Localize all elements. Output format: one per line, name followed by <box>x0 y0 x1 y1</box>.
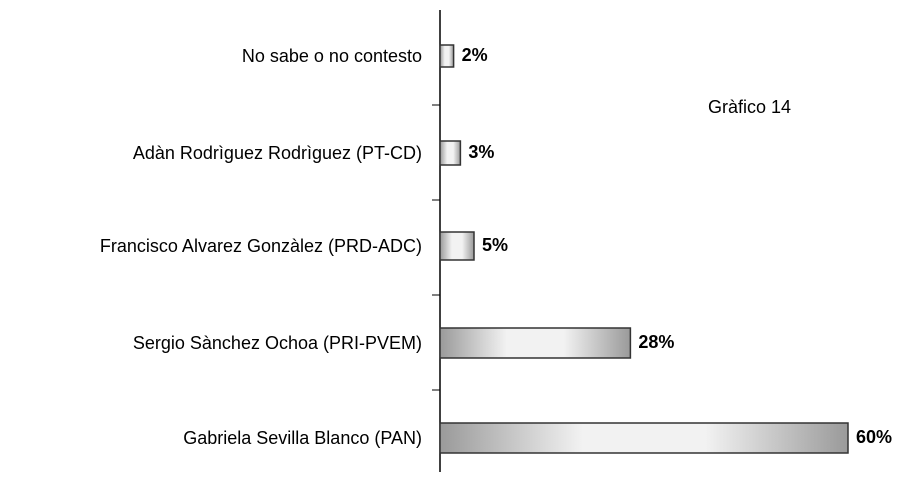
category-label: No sabe o no contesto <box>241 46 422 66</box>
category-label: Francisco Alvarez Gonzàlez (PRD-ADC) <box>99 236 422 256</box>
value-label: 60% <box>856 427 892 447</box>
value-label: 3% <box>468 142 494 162</box>
bar <box>439 327 632 359</box>
bar <box>439 140 462 166</box>
category-label: Adàn Rodrìguez Rodrìguez (PT-CD) <box>132 143 422 163</box>
value-label: 2% <box>462 45 488 65</box>
category-label: Sergio Sànchez Ochoa (PRI-PVEM) <box>132 333 422 353</box>
category-label: Gabriela Sevilla Blanco (PAN) <box>183 428 422 448</box>
bar <box>439 231 475 261</box>
value-label: 28% <box>638 332 674 352</box>
annotation: Gràfico 14 <box>708 97 791 117</box>
bar <box>439 422 849 454</box>
value-label: 5% <box>482 235 508 255</box>
bar <box>439 44 455 68</box>
